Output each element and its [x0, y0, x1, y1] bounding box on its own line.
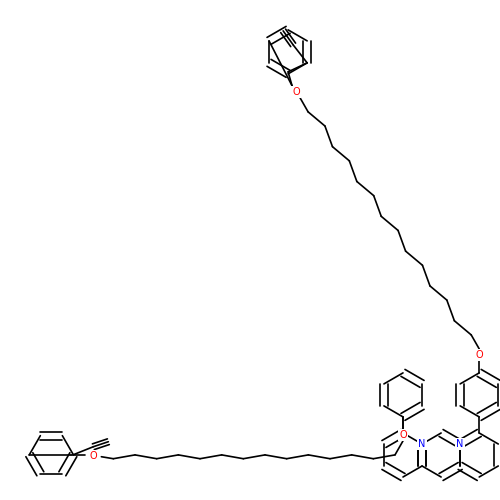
Text: O: O	[292, 87, 300, 97]
Text: O: O	[476, 350, 483, 360]
Text: O: O	[90, 450, 97, 460]
Text: N: N	[418, 439, 426, 449]
Text: O: O	[399, 430, 407, 440]
Text: N: N	[456, 439, 464, 449]
